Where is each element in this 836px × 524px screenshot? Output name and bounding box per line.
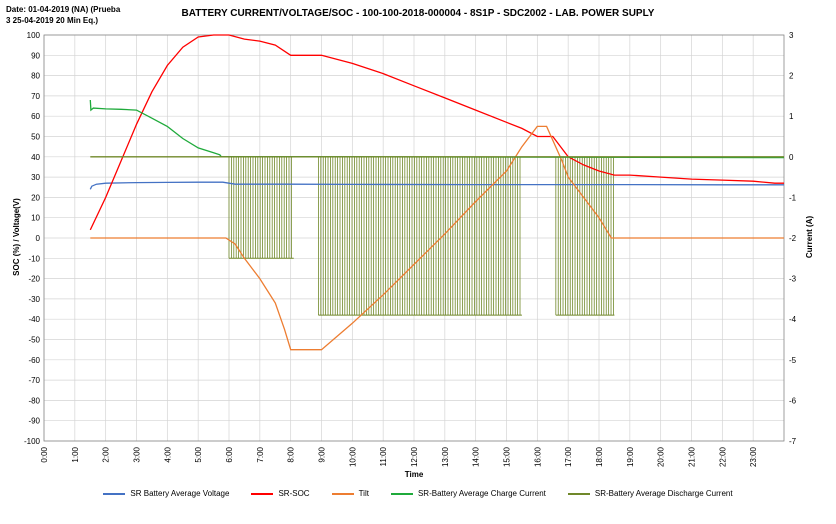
- date-note-line-2: 3 25-04-2019 20 Min Eq.): [6, 16, 99, 25]
- legend-label: SR Battery Average Voltage: [130, 489, 230, 498]
- y2-tick-label: 1: [789, 112, 794, 121]
- legend-swatch: [103, 492, 126, 495]
- y-tick-label: -100: [24, 437, 41, 446]
- y-tick-label: -10: [28, 254, 40, 263]
- series-line-sr-battery-average-voltage: [89, 181, 784, 190]
- legend-swatch: [331, 492, 354, 495]
- y-tick-label: 30: [31, 173, 40, 182]
- discharge-pulse-band: [555, 156, 615, 316]
- x-tick-label: 21:00: [688, 446, 697, 467]
- x-tick-label: 20:00: [657, 446, 666, 467]
- y2-tick-label: -4: [789, 315, 797, 324]
- y2-tick-label: 3: [789, 31, 794, 40]
- axis-tick-labels: 1009080706050403020100-10-20-30-40-50-60…: [24, 31, 797, 467]
- chart-title: BATTERY CURRENT/VOLTAGE/SOC - 100-100-20…: [181, 8, 655, 19]
- y-tick-label: 10: [31, 214, 40, 223]
- x-tick-label: 1:00: [71, 446, 80, 462]
- x-tick-label: 7:00: [256, 446, 265, 462]
- x-axis-label: Time: [405, 470, 424, 479]
- y-tick-label: -20: [28, 275, 40, 284]
- y-tick-label: -30: [28, 295, 40, 304]
- y-tick-label: 40: [31, 153, 40, 162]
- y-tick-label: -60: [28, 356, 40, 365]
- series-lines: [89, 34, 785, 351]
- legend-item: Tilt: [331, 489, 369, 498]
- discharge-pulse-bands: [228, 156, 615, 316]
- x-tick-label: 3:00: [133, 446, 142, 462]
- x-tick-label: 2:00: [102, 446, 111, 462]
- x-tick-label: 5:00: [194, 446, 203, 462]
- x-tick-label: 22:00: [718, 446, 727, 467]
- y2-tick-label: -5: [789, 356, 797, 365]
- discharge-pulse-band: [228, 156, 294, 259]
- legend-label: Tilt: [358, 489, 369, 498]
- x-tick-label: 9:00: [318, 446, 327, 462]
- x-tick-label: 23:00: [749, 446, 758, 467]
- y-tick-label: -50: [28, 336, 40, 345]
- x-tick-label: 11:00: [379, 446, 388, 466]
- y-tick-label: -90: [28, 417, 40, 426]
- y2-tick-label: -6: [789, 396, 797, 405]
- y-tick-label: -80: [28, 396, 40, 405]
- y-tick-label: 80: [31, 72, 40, 81]
- series-line-tilt: [90, 125, 784, 351]
- legend-item: SR-Battery Average Charge Current: [390, 489, 546, 498]
- x-tick-label: 4:00: [163, 446, 172, 462]
- date-note: Date: 01-04-2019 (NA) (Prueba 3 25-04-20…: [6, 4, 126, 26]
- x-tick-label: 10:00: [348, 446, 357, 467]
- discharge-pulse-band: [318, 156, 522, 316]
- y-tick-label: -70: [28, 376, 40, 385]
- legend-swatch: [390, 492, 413, 495]
- legend-swatch: [251, 492, 274, 495]
- x-tick-label: 14:00: [472, 446, 481, 467]
- y2-tick-label: -3: [789, 275, 797, 284]
- legend-item: SR-SOC: [251, 489, 310, 498]
- y-tick-label: 90: [31, 51, 40, 60]
- x-tick-label: 8:00: [287, 446, 296, 462]
- legend-swatch: [567, 492, 590, 495]
- y2-tick-label: -2: [789, 234, 797, 243]
- y2-tick-label: 2: [789, 72, 794, 81]
- x-tick-label: 6:00: [225, 446, 234, 462]
- legend: SR Battery Average Voltage SR-SOC Tilt SR-B…: [0, 489, 836, 498]
- legend-item: SR Battery Average Voltage: [103, 489, 229, 498]
- y-tick-label: 20: [31, 193, 40, 202]
- x-tick-label: 12:00: [410, 446, 419, 467]
- y-tick-label: 0: [36, 234, 41, 243]
- legend-item: SR-Battery Average Discharge Current: [567, 489, 733, 498]
- x-tick-label: 0:00: [40, 446, 49, 462]
- y2-tick-label: -1: [789, 193, 797, 202]
- y2-tick-label: -7: [789, 437, 797, 446]
- x-tick-label: 13:00: [441, 446, 450, 467]
- x-tick-label: 15:00: [503, 446, 512, 467]
- y-tick-label: -40: [28, 315, 40, 324]
- chart-grid: [43, 34, 784, 442]
- x-tick-label: 19:00: [626, 446, 635, 467]
- legend-label: SR-Battery Average Charge Current: [417, 489, 546, 498]
- legend-label: SR-SOC: [278, 489, 310, 498]
- y-tick-label: 100: [27, 31, 41, 40]
- y-tick-label: 50: [31, 133, 40, 142]
- y2-tick-label: 0: [789, 153, 794, 162]
- y-tick-label: 70: [31, 92, 40, 101]
- date-note-line-1: Date: 01-04-2019 (NA) (Prueba: [6, 5, 121, 14]
- x-tick-label: 17:00: [564, 446, 573, 467]
- series-line-sr-soc: [89, 34, 784, 231]
- y2-axis-label: Current (A): [805, 216, 814, 259]
- series-line-sr-battery-average-charge-current: [89, 99, 785, 159]
- legend-label: SR-Battery Average Discharge Current: [594, 489, 733, 498]
- x-tick-label: 18:00: [595, 446, 604, 467]
- x-tick-label: 16:00: [533, 446, 542, 467]
- y-tick-label: 60: [31, 112, 40, 121]
- y-axis-label: SOC (%) / Voltage(V): [12, 198, 21, 276]
